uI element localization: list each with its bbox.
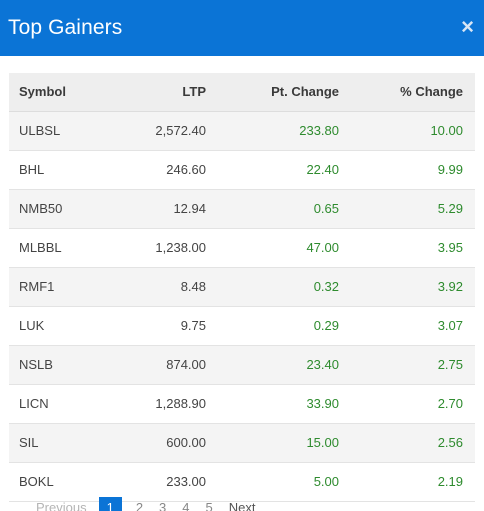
cell-pct-change: 3.92 [437, 279, 463, 294]
cell-pct-change: 5.29 [437, 201, 463, 216]
cell-symbol[interactable]: LICN [19, 396, 49, 411]
cell-ltp: 246.60 [166, 162, 206, 177]
cell-pct-change: 2.70 [437, 396, 463, 411]
table-row: MLBBL 1,238.00 47.00 3.95 [9, 228, 475, 267]
column-header-ltp[interactable]: LTP [182, 84, 206, 100]
cell-pct-change: 3.95 [437, 240, 463, 255]
table-header-row: Symbol LTP Pt. Change % Change [9, 73, 475, 111]
pagination-page-2[interactable]: 2 [135, 500, 144, 511]
pagination-page-5[interactable]: 5 [205, 500, 213, 511]
cell-symbol[interactable]: NSLB [19, 357, 53, 372]
cell-ltp: 600.00 [166, 435, 206, 450]
cell-ltp: 233.00 [166, 474, 206, 489]
gainers-table: Symbol LTP Pt. Change % Change ULBSL 2,5… [9, 73, 475, 502]
table-row: NMB50 12.94 0.65 5.29 [9, 189, 475, 228]
cell-pt-change: 33.90 [306, 396, 339, 411]
cell-pct-change: 3.07 [437, 318, 463, 333]
cell-pct-change: 10.00 [430, 123, 463, 138]
table-row: NSLB 874.00 23.40 2.75 [9, 345, 475, 384]
column-header-symbol[interactable]: Symbol [19, 84, 66, 100]
cell-ltp: 9.75 [180, 318, 206, 333]
cell-symbol[interactable]: BHL [19, 162, 45, 177]
cell-ltp: 1,238.00 [155, 240, 206, 255]
table-row: BOKL 233.00 5.00 2.19 [9, 462, 475, 501]
table-row: LICN 1,288.90 33.90 2.70 [9, 384, 475, 423]
table-row: ULBSL 2,572.40 233.80 10.00 [9, 111, 475, 150]
column-header-pct-change[interactable]: % Change [400, 84, 463, 100]
cell-symbol[interactable]: ULBSL [19, 123, 61, 138]
cell-ltp: 2,572.40 [155, 123, 206, 138]
table-row: LUK 9.75 0.29 3.07 [9, 306, 475, 345]
table-row: BHL 246.60 22.40 9.99 [9, 150, 475, 189]
cell-pt-change: 5.00 [313, 474, 339, 489]
pagination-page-1[interactable]: 1 [98, 497, 122, 511]
cell-ltp: 12.94 [173, 201, 206, 216]
gainers-table-container: Symbol LTP Pt. Change % Change ULBSL 2,5… [9, 73, 475, 502]
cell-pt-change: 0.32 [313, 279, 339, 294]
cell-pct-change: 2.19 [437, 474, 463, 489]
cell-pt-change: 0.29 [313, 318, 339, 333]
cell-pt-change: 0.65 [313, 201, 339, 216]
cell-pt-change: 47.00 [306, 240, 339, 255]
cell-ltp: 874.00 [166, 357, 206, 372]
cell-symbol[interactable]: LUK [19, 318, 45, 333]
pagination-page-3[interactable]: 3 [159, 500, 167, 511]
modal-header: Top Gainers × [0, 0, 484, 56]
pagination: Previous 1 2 3 4 5 Next [36, 497, 271, 511]
pagination-previous[interactable]: Previous [36, 500, 87, 511]
cell-pt-change: 22.40 [306, 162, 339, 177]
cell-symbol[interactable]: BOKL [19, 474, 54, 489]
cell-symbol[interactable]: RMF1 [19, 279, 55, 294]
pagination-next[interactable]: Next [228, 500, 256, 511]
cell-symbol[interactable]: SIL [19, 435, 39, 450]
modal-title: Top Gainers [8, 16, 123, 39]
cell-ltp: 1,288.90 [155, 396, 206, 411]
close-icon[interactable]: × [461, 14, 474, 39]
cell-symbol[interactable]: NMB50 [19, 201, 63, 216]
cell-ltp: 8.48 [180, 279, 206, 294]
cell-pt-change: 15.00 [306, 435, 339, 450]
table-row: SIL 600.00 15.00 2.56 [9, 423, 475, 462]
cell-symbol[interactable]: MLBBL [19, 240, 62, 255]
pagination-page-4[interactable]: 4 [182, 500, 190, 511]
column-header-pt-change[interactable]: Pt. Change [271, 84, 339, 100]
cell-pt-change: 233.80 [299, 123, 339, 138]
cell-pt-change: 23.40 [306, 357, 339, 372]
cell-pct-change: 2.56 [437, 435, 463, 450]
cell-pct-change: 9.99 [437, 162, 463, 177]
cell-pct-change: 2.75 [437, 357, 463, 372]
table-row: RMF1 8.48 0.32 3.92 [9, 267, 475, 306]
